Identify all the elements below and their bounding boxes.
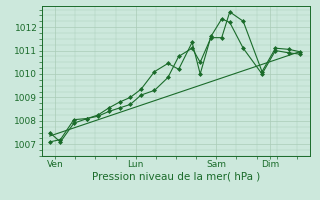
X-axis label: Pression niveau de la mer( hPa ): Pression niveau de la mer( hPa )	[92, 172, 260, 182]
